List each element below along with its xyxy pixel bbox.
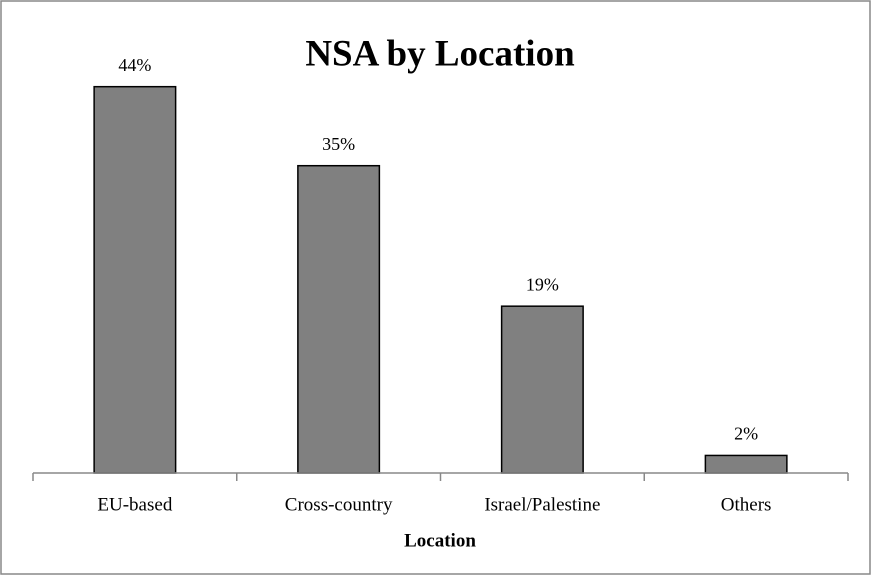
x-tick-label: Israel/Palestine (484, 494, 600, 515)
data-label: 2% (734, 424, 758, 444)
bar (297, 164, 381, 474)
x-tick-label: Cross-country (285, 494, 393, 515)
x-tick-label: EU-based (97, 494, 172, 515)
bar (704, 454, 788, 474)
x-tick-label: Others (721, 494, 772, 515)
bar (93, 85, 177, 474)
data-label: 35% (322, 134, 355, 154)
data-label: 44% (118, 55, 151, 75)
bar (500, 305, 584, 474)
x-axis-title: Location (404, 530, 476, 551)
chart-title: NSA by Location (305, 33, 575, 74)
data-label: 19% (526, 274, 559, 294)
